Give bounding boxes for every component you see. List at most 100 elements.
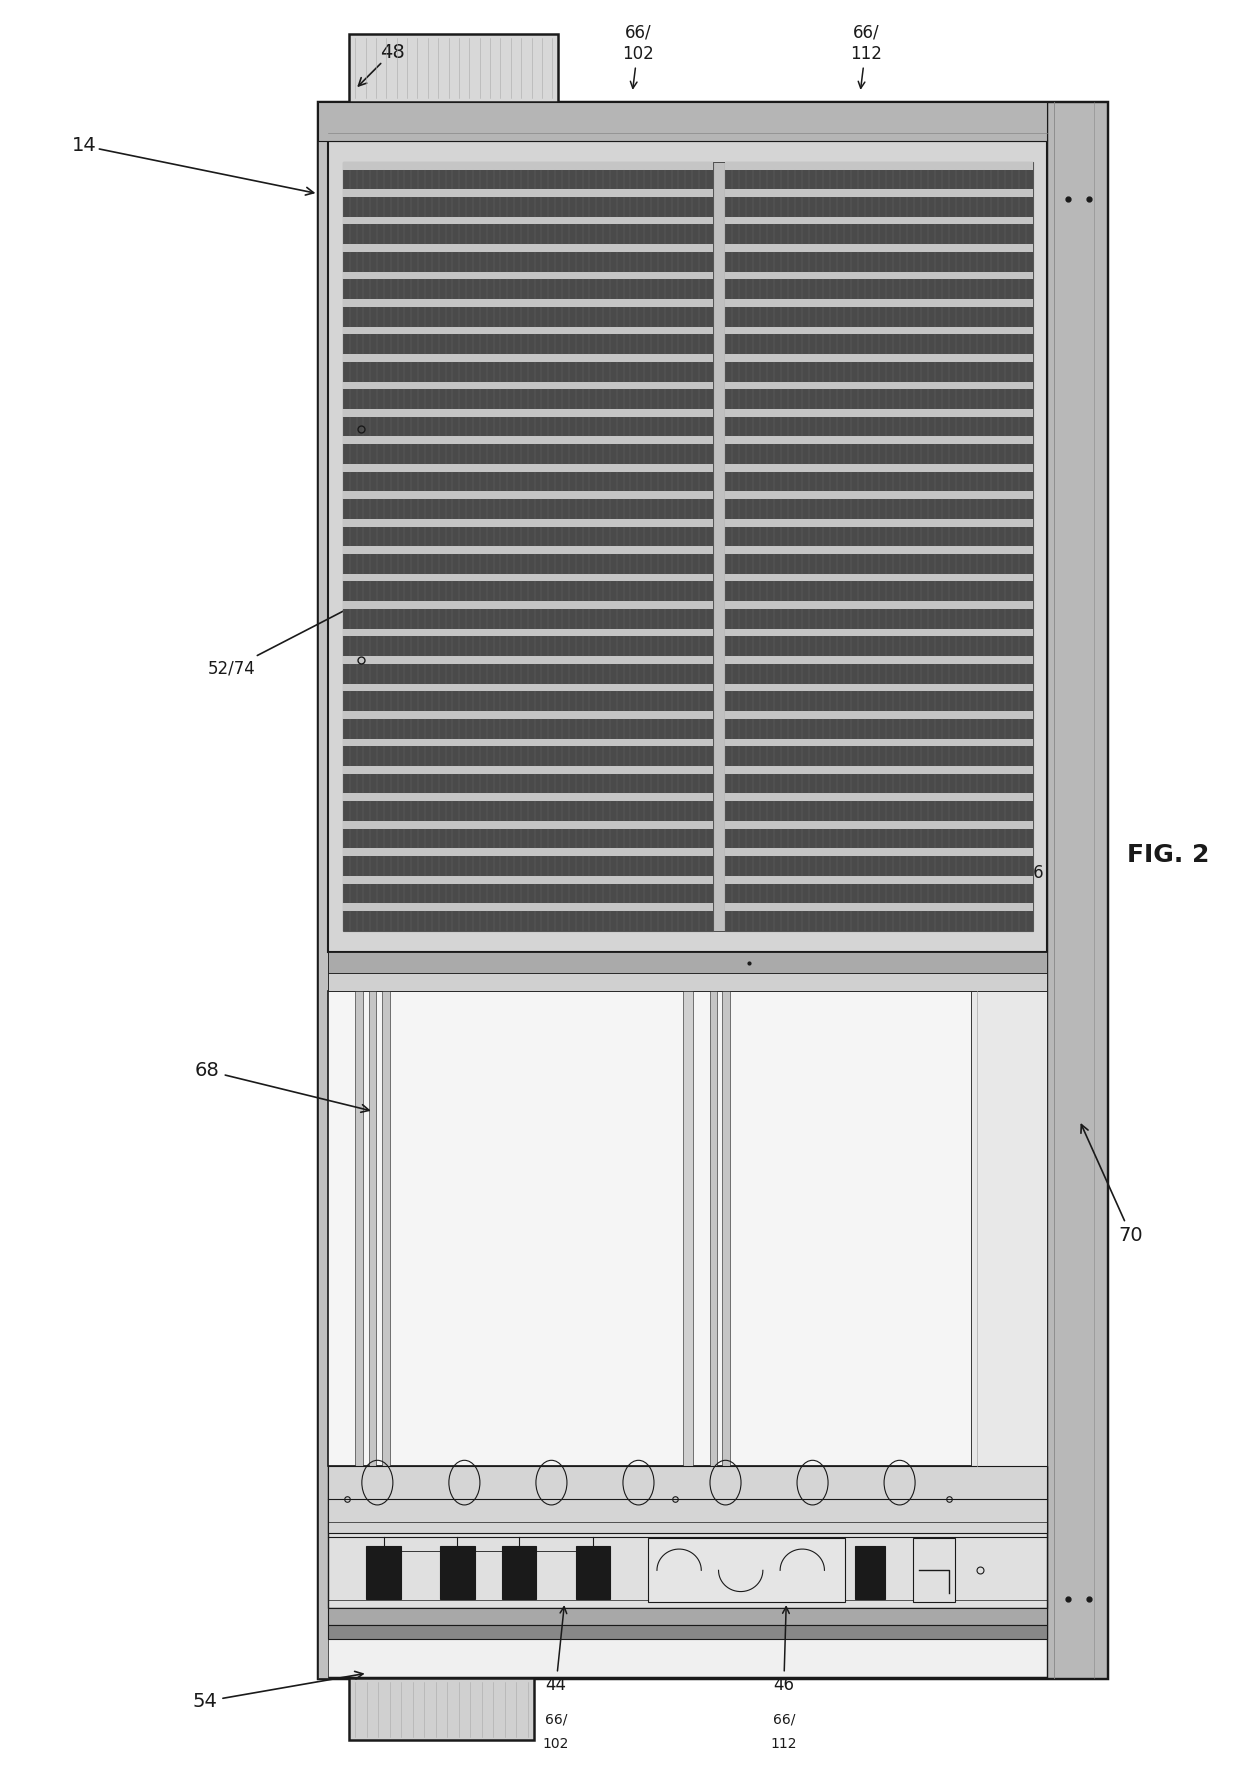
Text: 46: 46 (774, 1607, 795, 1695)
Bar (329, 1465, 1048, 1533)
Bar (343, 445, 713, 465)
Bar (725, 829, 1033, 849)
Bar (725, 498, 1033, 518)
Bar (343, 326, 713, 335)
Bar (725, 272, 1033, 279)
Bar (343, 911, 713, 931)
Bar (725, 546, 1033, 554)
Text: 112: 112 (770, 1737, 797, 1752)
Bar (725, 436, 1033, 445)
Bar (725, 628, 1033, 637)
Bar (725, 739, 1033, 746)
Text: 52/74: 52/74 (208, 546, 467, 678)
Text: 68: 68 (195, 1061, 370, 1112)
Bar (725, 856, 1033, 876)
Text: 48: 48 (358, 43, 404, 85)
Bar (725, 518, 1033, 527)
Bar (725, 409, 1033, 417)
Bar (343, 746, 713, 765)
Text: 102: 102 (543, 1737, 569, 1752)
Bar (343, 719, 713, 739)
Bar (343, 279, 713, 299)
Bar (329, 952, 1048, 974)
Bar (649, 1538, 846, 1602)
Bar (343, 465, 713, 472)
Bar (343, 162, 713, 931)
Bar (343, 162, 713, 169)
Bar (348, 1679, 533, 1741)
Bar (343, 582, 713, 602)
Bar (725, 491, 1033, 498)
Text: 66/: 66/ (544, 1712, 567, 1727)
Bar (343, 335, 713, 354)
Text: 66/
112: 66/ 112 (851, 23, 883, 89)
Text: 66/
102: 66/ 102 (622, 23, 655, 89)
Text: FIG. 2: FIG. 2 (1127, 842, 1209, 867)
Bar (575, 1545, 610, 1598)
Bar (343, 354, 713, 361)
Bar (355, 991, 362, 1465)
Bar (343, 217, 713, 224)
Bar (725, 876, 1033, 883)
Bar (725, 691, 1033, 710)
Bar (725, 162, 1033, 931)
Bar (1048, 101, 1106, 1679)
Bar (343, 821, 713, 829)
Bar (343, 472, 713, 491)
Bar (343, 272, 713, 279)
Text: 66/: 66/ (773, 1712, 795, 1727)
Bar (343, 409, 713, 417)
Bar (713, 162, 725, 931)
Bar (343, 498, 713, 518)
Bar (725, 911, 1033, 931)
Bar (725, 602, 1033, 609)
Bar (343, 361, 713, 381)
Bar (329, 974, 1048, 991)
Bar (725, 244, 1033, 253)
Bar (343, 224, 713, 244)
Bar (343, 628, 713, 637)
Bar (343, 774, 713, 794)
Bar (725, 657, 1033, 664)
Bar (343, 739, 713, 746)
Bar (725, 609, 1033, 628)
Bar (343, 902, 713, 911)
Bar (343, 609, 713, 628)
Bar (725, 326, 1033, 335)
Bar (343, 883, 713, 902)
Bar (343, 306, 713, 326)
Bar (725, 224, 1033, 244)
Bar (725, 445, 1033, 465)
Bar (725, 189, 1033, 198)
Bar (725, 253, 1033, 272)
Bar (343, 637, 713, 657)
Bar (343, 299, 713, 306)
Bar (329, 141, 1048, 952)
Bar (913, 1538, 955, 1602)
Bar (343, 527, 713, 546)
Bar (725, 335, 1033, 354)
Bar (343, 794, 713, 801)
Bar (725, 710, 1033, 719)
Bar (725, 765, 1033, 774)
Bar (725, 664, 1033, 684)
Bar (683, 991, 693, 1465)
Bar (329, 1465, 1048, 1607)
Bar (343, 546, 713, 554)
Bar (343, 381, 713, 390)
Bar (343, 849, 713, 856)
Bar (725, 390, 1033, 409)
Bar (725, 821, 1033, 829)
Bar (343, 657, 713, 664)
Bar (366, 1545, 401, 1598)
Bar (725, 684, 1033, 691)
Bar (319, 101, 1106, 1679)
Bar (343, 554, 713, 573)
Bar (343, 710, 713, 719)
Bar (343, 684, 713, 691)
Bar (725, 774, 1033, 794)
Bar (343, 390, 713, 409)
Text: 56/76: 56/76 (997, 863, 1044, 906)
Bar (711, 991, 717, 1465)
Bar (343, 198, 713, 217)
